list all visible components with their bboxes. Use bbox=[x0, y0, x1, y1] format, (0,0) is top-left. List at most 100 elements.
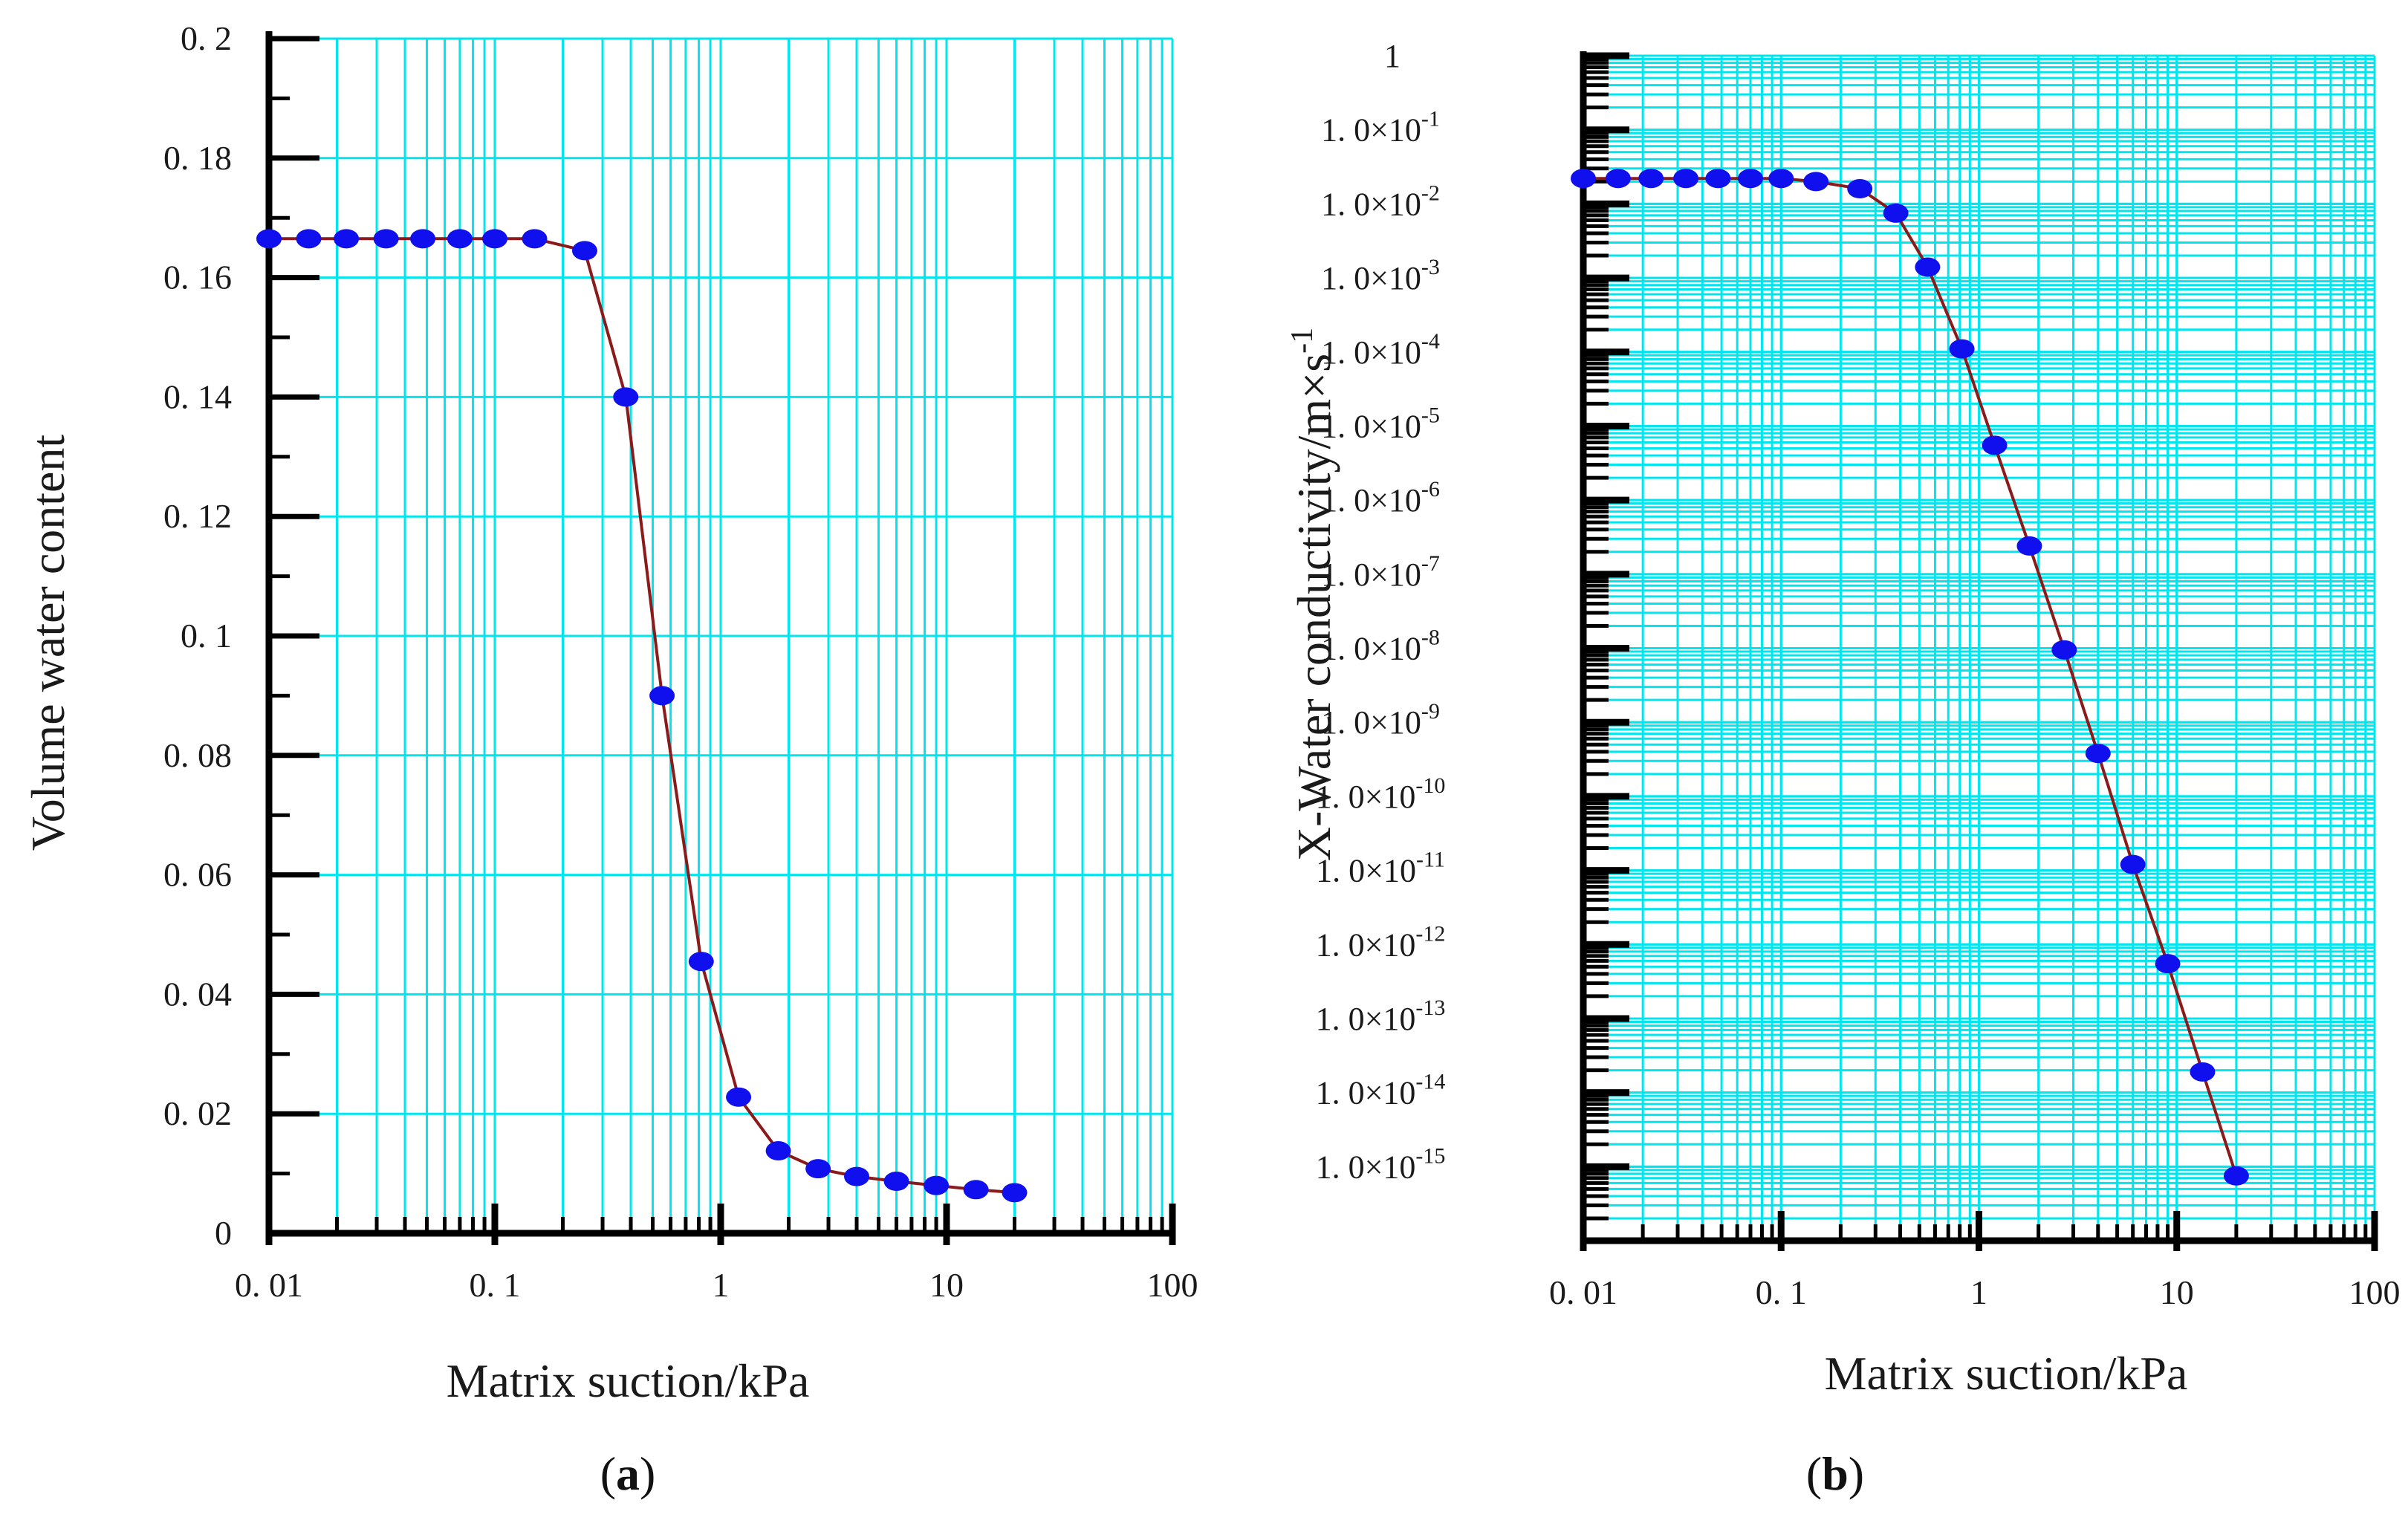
data-point bbox=[2223, 1166, 2249, 1186]
x-tick-label: 1 bbox=[713, 1266, 730, 1304]
y-tick-exponent: -12 bbox=[1415, 921, 1445, 946]
x-tick-label: 0. 01 bbox=[235, 1266, 303, 1304]
y-tick-label: 1 bbox=[1384, 38, 1401, 74]
data-point bbox=[1803, 172, 1829, 192]
y-tick-exponent: -8 bbox=[1421, 626, 1440, 650]
y-tick-mantissa: 1. 0×10 bbox=[1321, 260, 1421, 296]
y-tick-mantissa: 1. 0×10 bbox=[1321, 334, 1421, 371]
data-point bbox=[296, 229, 322, 249]
y-tick-label: 1. 0×10-11 bbox=[1316, 848, 1445, 889]
data-point bbox=[1571, 169, 1596, 189]
y-tick-mantissa: 1. 0×10 bbox=[1316, 853, 1416, 889]
chart-b-y-tick-labels: 1 1. 0×10-11. 0×10-21. 0×10-31. 0×10-41.… bbox=[1316, 38, 1446, 1185]
data-point bbox=[883, 1172, 909, 1192]
y-tick-mantissa: 1. 0×10 bbox=[1321, 704, 1421, 741]
y-tick-exponent: -2 bbox=[1421, 181, 1440, 205]
y-tick-label: 1. 0×10-8 bbox=[1321, 626, 1440, 667]
y-tick-label: 1. 0×10-13 bbox=[1316, 996, 1446, 1037]
y-tick-label: 0. 04 bbox=[163, 975, 232, 1013]
y-tick-exponent: -11 bbox=[1416, 848, 1445, 872]
y-tick-label: 0. 06 bbox=[163, 856, 232, 894]
series-line bbox=[269, 237, 1015, 1195]
data-point bbox=[963, 1180, 989, 1200]
panel-b-label: (b) bbox=[1806, 1447, 1864, 1500]
y-tick-label: 0. 02 bbox=[163, 1094, 232, 1132]
y-tick-label: 1. 0×10-7 bbox=[1321, 551, 1440, 593]
y-tick-mantissa: 1. 0×10 bbox=[1316, 779, 1416, 815]
y-tick-exponent: -5 bbox=[1421, 403, 1440, 427]
y-tick-mantissa: 1. 0×10 bbox=[1316, 1149, 1416, 1185]
data-point bbox=[726, 1087, 752, 1107]
y-tick-label: 0. 1 bbox=[181, 617, 232, 655]
y-tick-label: 0. 08 bbox=[163, 736, 232, 774]
y-tick-exponent: -6 bbox=[1421, 477, 1440, 501]
y-tick-mantissa: 1. 0×10 bbox=[1321, 408, 1421, 444]
chart-b: 0. 01 0. 1 1 10 100 1 1. 0×10-11. 0×10-2… bbox=[1285, 38, 2401, 1500]
y-tick-mantissa: 1. 0×10 bbox=[1321, 186, 1421, 222]
data-point bbox=[1673, 169, 1699, 189]
y-tick-label: 1. 0×10-14 bbox=[1316, 1070, 1446, 1111]
chart-b-series bbox=[1571, 169, 2249, 1186]
data-point bbox=[805, 1159, 831, 1179]
data-point bbox=[571, 241, 597, 261]
y-tick-label: 0. 16 bbox=[163, 259, 232, 296]
panel-a-label: (a) bbox=[600, 1447, 656, 1500]
data-point bbox=[256, 229, 282, 249]
y-tick-exponent: -4 bbox=[1421, 329, 1440, 354]
x-tick-label: 0. 1 bbox=[1756, 1273, 1807, 1311]
data-point bbox=[1002, 1183, 1028, 1203]
data-point bbox=[2155, 954, 2181, 974]
data-point bbox=[1847, 179, 1873, 199]
chart-b-x-axis-label: Matrix suction/kPa bbox=[1825, 1347, 2188, 1400]
x-tick-label: 0. 01 bbox=[1549, 1273, 1617, 1311]
y-tick-label: 1. 0×10-1 bbox=[1321, 107, 1440, 149]
y-tick-label: 0. 12 bbox=[163, 497, 232, 535]
data-point bbox=[447, 229, 473, 249]
data-point bbox=[649, 686, 675, 706]
y-tick-mantissa: 1. 0×10 bbox=[1316, 1075, 1416, 1111]
data-point bbox=[1768, 169, 1794, 189]
chart-a-x-axis-label: Matrix suction/kPa bbox=[447, 1354, 810, 1407]
y-tick-mantissa: 1. 0×10 bbox=[1321, 482, 1421, 519]
y-tick-label: 1. 0×10-3 bbox=[1321, 255, 1440, 296]
data-point bbox=[1982, 435, 2008, 455]
chart-b-axes bbox=[1580, 51, 2378, 1251]
data-point bbox=[2051, 640, 2077, 660]
y-tick-mantissa: 1. 0×10 bbox=[1316, 1001, 1416, 1037]
chart-b-y-axis-label-main: X-Water conductivity/m×s bbox=[1288, 354, 1340, 861]
data-point bbox=[765, 1141, 791, 1161]
y-tick-label: 1. 0×10-5 bbox=[1321, 403, 1440, 444]
y-tick-label: 0. 18 bbox=[163, 139, 232, 177]
x-tick-label: 10 bbox=[2160, 1273, 2194, 1311]
chart-b-x-tick-labels: 0. 01 0. 1 1 10 100 bbox=[1549, 1273, 2401, 1311]
x-tick-label: 0. 1 bbox=[470, 1266, 521, 1304]
data-point bbox=[1949, 339, 1975, 359]
data-point bbox=[613, 387, 639, 407]
x-tick-label: 1 bbox=[1970, 1273, 1987, 1311]
data-point bbox=[1915, 257, 1941, 277]
y-tick-exponent: -14 bbox=[1415, 1070, 1445, 1094]
data-point bbox=[2016, 536, 2042, 556]
y-tick-mantissa: 1. 0×10 bbox=[1321, 112, 1421, 149]
data-point bbox=[2085, 744, 2111, 764]
data-point bbox=[482, 229, 507, 249]
data-point bbox=[2120, 854, 2146, 874]
data-point bbox=[410, 229, 436, 249]
data-point bbox=[924, 1175, 950, 1195]
y-tick-label: 1. 0×10-4 bbox=[1321, 329, 1440, 371]
data-point bbox=[1638, 169, 1664, 189]
y-tick-label: 1. 0×10-15 bbox=[1316, 1143, 1446, 1185]
data-point bbox=[1883, 203, 1909, 223]
y-tick-label: 0 bbox=[215, 1214, 232, 1252]
data-point bbox=[2190, 1062, 2216, 1082]
x-tick-label: 10 bbox=[929, 1266, 964, 1304]
data-point bbox=[373, 229, 399, 249]
data-point bbox=[334, 229, 360, 249]
chart-a-y-tick-labels: 0 0. 02 0. 04 0. 06 0. 08 0. 1 0. 12 0. … bbox=[163, 19, 232, 1252]
y-tick-exponent: -13 bbox=[1415, 996, 1445, 1020]
chart-a-series bbox=[256, 229, 1028, 1203]
y-tick-exponent: -9 bbox=[1421, 699, 1440, 724]
y-tick-label: 1. 0×10-9 bbox=[1321, 699, 1440, 741]
y-tick-label: 1. 0×10-6 bbox=[1321, 477, 1440, 519]
